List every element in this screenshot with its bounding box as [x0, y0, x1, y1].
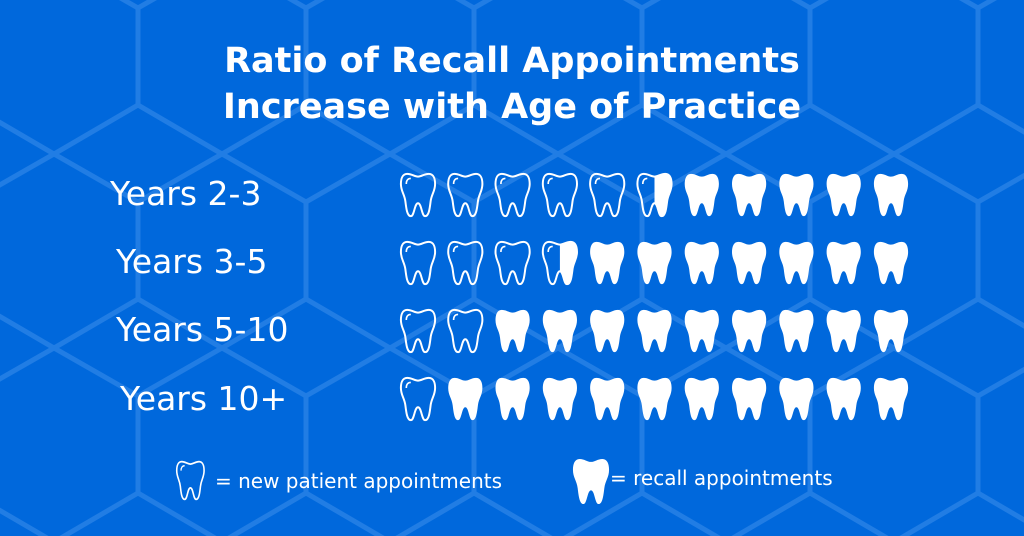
tooth-outline-icon: [541, 172, 578, 218]
tooth-filled-icon: [684, 241, 719, 285]
tooth-filled-icon: [779, 309, 814, 353]
row-label: Years 10+: [120, 379, 288, 418]
tooth-filled-icon: [590, 377, 625, 421]
tooth-filled-icon: [684, 173, 719, 217]
tooth-partial-icon: [636, 172, 673, 218]
tooth-filled-icon: [590, 309, 625, 353]
legend-label-new: = new patient appointments: [215, 469, 503, 493]
tooth-filled-icon: [732, 377, 767, 421]
tooth-filled-icon: [637, 309, 672, 353]
tooth-filled-icon: [826, 309, 861, 353]
tooth-filled-icon: [448, 377, 483, 421]
tooth-filled-icon: [590, 241, 625, 285]
tooth-filled-icon: [732, 241, 767, 285]
tooth-filled-icon: [637, 241, 672, 285]
tooth-outline-icon: [447, 172, 484, 218]
row-label: Years 2-3: [110, 174, 262, 213]
tooth-filled-icon: [826, 377, 861, 421]
tooth-filled-icon: [637, 377, 672, 421]
tooth-outline-icon: [399, 172, 437, 218]
tooth-filled-icon: [495, 377, 530, 421]
tooth-outline-icon: [399, 240, 437, 286]
legend-tooth-outline-icon: [175, 460, 205, 501]
tooth-filled-icon: [873, 309, 909, 353]
tooth-filled-icon: [779, 173, 814, 217]
tooth-filled-icon: [779, 377, 814, 421]
chart-title: Ratio of Recall Appointments Increase wi…: [0, 38, 1024, 130]
row-label: Years 3-5: [116, 242, 268, 281]
tooth-filled-icon: [732, 309, 767, 353]
legend-label-recall: = recall appointments: [610, 466, 833, 490]
tooth-partial-icon: [541, 240, 578, 286]
tooth-filled-icon: [826, 241, 861, 285]
tooth-outline-icon: [494, 240, 531, 286]
tooth-outline-icon: [399, 376, 437, 422]
legend-tooth-filled-icon: [572, 458, 610, 505]
tooth-filled-icon: [542, 309, 577, 353]
tooth-outline-icon: [447, 240, 484, 286]
tooth-filled-icon: [779, 241, 814, 285]
tooth-filled-icon: [873, 241, 909, 285]
tooth-filled-icon: [826, 173, 861, 217]
tooth-filled-icon: [495, 309, 530, 353]
tooth-filled-icon: [542, 377, 577, 421]
tooth-outline-icon: [447, 308, 484, 354]
tooth-outline-icon: [494, 172, 531, 218]
tooth-outline-icon: [399, 308, 437, 354]
tooth-filled-icon: [732, 173, 767, 217]
title-line-1: Ratio of Recall Appointments: [224, 41, 800, 81]
tooth-filled-icon: [873, 377, 909, 421]
tooth-filled-icon: [873, 173, 909, 217]
row-label: Years 5-10: [116, 310, 289, 349]
tooth-filled-icon: [684, 377, 719, 421]
tooth-filled-icon: [684, 309, 719, 353]
title-line-2: Increase with Age of Practice: [222, 87, 802, 127]
tooth-outline-icon: [589, 172, 626, 218]
